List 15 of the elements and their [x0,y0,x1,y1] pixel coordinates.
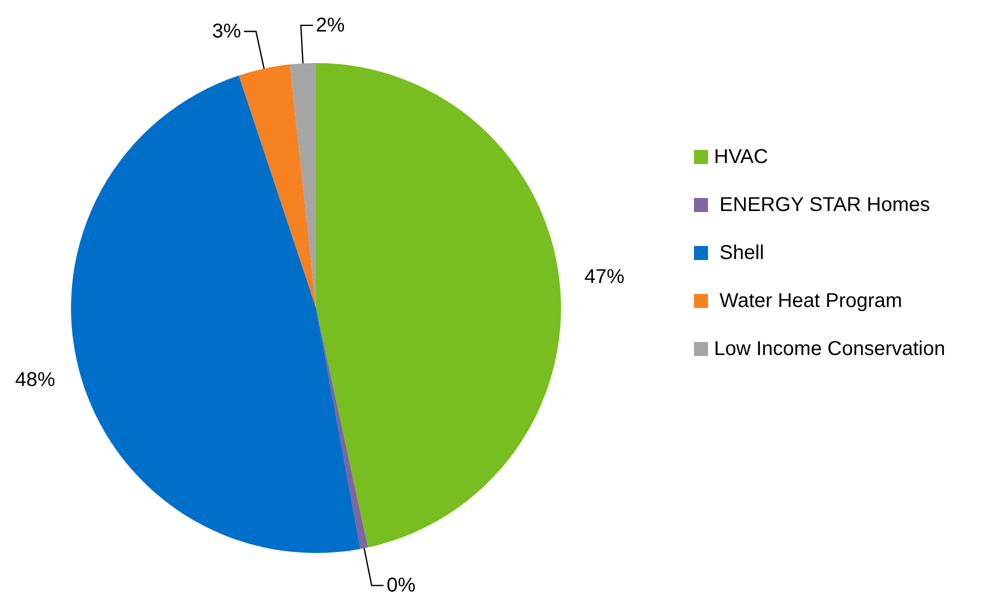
legend-label: Shell [714,242,764,264]
legend-label: Water Heat Program [714,290,902,312]
data-label: 0% [386,574,416,596]
pie-slice [316,308,368,549]
pie-slice [290,63,316,308]
legend-label: ENERGY STAR Homes [714,194,930,216]
pie-slice [316,63,561,548]
data-label: 47% [584,266,625,288]
data-label: 48% [15,369,56,392]
data-label: 3% [212,20,242,42]
pie-slice [238,64,316,308]
pie-slice [70,75,360,553]
legend-label: Low Income Conservation [714,338,946,360]
data-label: 2% [316,14,346,36]
legend-label: HVAC [714,146,768,168]
